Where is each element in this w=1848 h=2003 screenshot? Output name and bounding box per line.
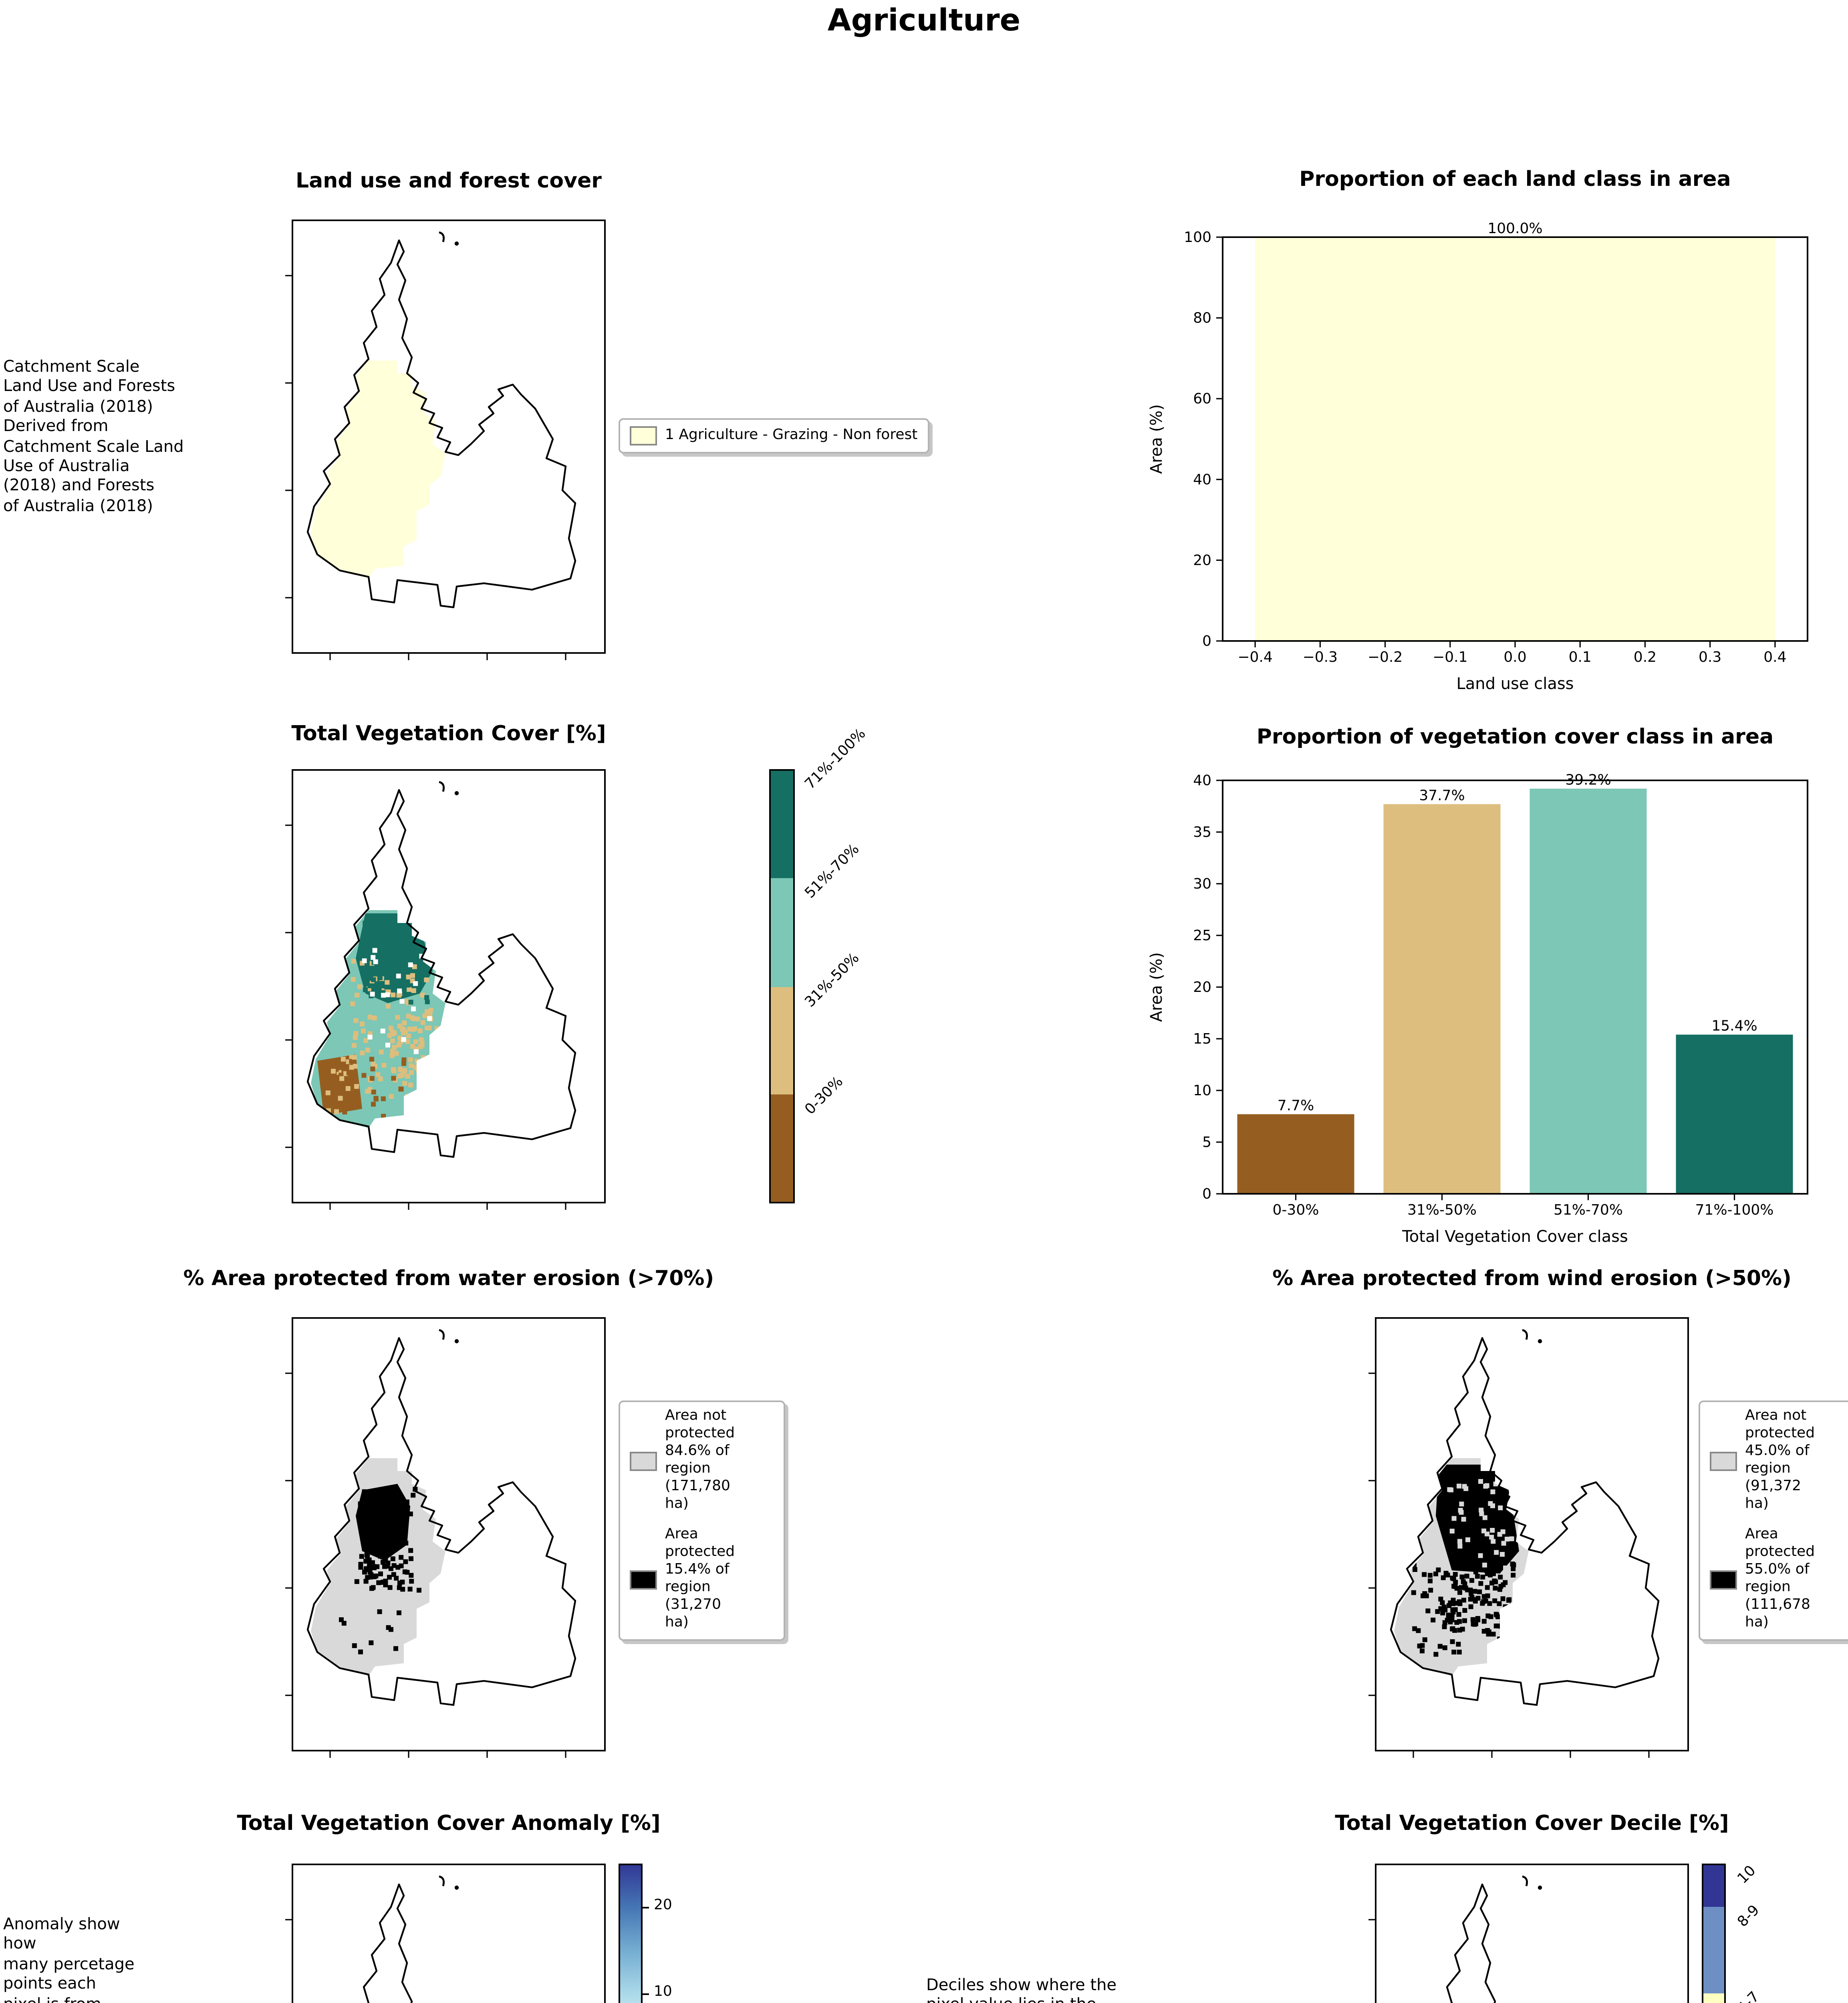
decile-map: [1368, 1864, 1689, 2003]
wind-erosion-map-title: % Area protected from wind erosion (>50%…: [1272, 1267, 1792, 1292]
anomaly-map: [285, 1864, 606, 2003]
anomaly-map-title: Total Vegetation Cover Anomaly [%]: [237, 1812, 661, 1836]
svg-text:0-30%: 0-30%: [1273, 1202, 1319, 1218]
svg-text:15.4%: 15.4%: [1711, 1018, 1757, 1034]
svg-text:10: 10: [1193, 1082, 1211, 1099]
svg-text:71%-100%: 71%-100%: [1695, 1202, 1774, 1218]
veg-cover-map: [285, 769, 606, 1210]
protected-label: Area protected 55.0% of region (111,678 …: [1745, 1527, 1815, 1631]
svg-text:−0.3: −0.3: [1303, 649, 1338, 665]
page-title: Agriculture: [827, 3, 1021, 38]
decile-map-title: Total Vegetation Cover Decile [%]: [1335, 1812, 1729, 1836]
not-protected-swatch: [630, 1451, 657, 1471]
anomaly-colorbar: 20100−10−20: [619, 1864, 672, 2003]
svg-text:40: 40: [1193, 772, 1211, 789]
veg-cover-map-title: Total Vegetation Cover [%]: [291, 723, 606, 747]
svg-text:−0.4: −0.4: [1237, 649, 1272, 665]
legend-entry: Area not protected 84.6% of region (171,…: [630, 1409, 774, 1514]
svg-text:7.7%: 7.7%: [1278, 1097, 1314, 1114]
svg-text:20: 20: [1193, 552, 1211, 568]
water-erosion-legend: Area not protected 84.6% of region (171,…: [619, 1400, 785, 1640]
svg-text:37.7%: 37.7%: [1419, 787, 1465, 804]
svg-text:40: 40: [1193, 472, 1211, 488]
svg-text:0.1: 0.1: [1569, 649, 1592, 665]
svg-text:30: 30: [1193, 876, 1211, 892]
svg-text:Area (%): Area (%): [1147, 404, 1166, 474]
not-protected-swatch: [1710, 1451, 1737, 1471]
legend-entry: Area protected 55.0% of region (111,678 …: [1710, 1527, 1848, 1632]
svg-text:80: 80: [1193, 310, 1211, 326]
svg-text:60: 60: [1193, 391, 1211, 407]
svg-text:20: 20: [1193, 979, 1211, 995]
land-use-legend-swatch: [630, 426, 657, 445]
not-protected-label: Area not protected 84.6% of region (171,…: [665, 1409, 735, 1513]
not-protected-label: Area not protected 45.0% of region (91,3…: [1745, 1409, 1815, 1513]
veg-cover-colorbar: 71%-100% 51%-70% 31%-50% 0-30%: [769, 726, 870, 1203]
svg-text:0: 0: [1202, 633, 1211, 649]
water-erosion-map-title: % Area protected from water erosion (>70…: [183, 1267, 714, 1292]
land-use-legend-label: 1 Agriculture - Grazing - Non forest: [665, 428, 918, 444]
legend-entry: Area protected 15.4% of region (31,270 h…: [630, 1527, 774, 1632]
svg-text:100.0%: 100.0%: [1487, 220, 1542, 237]
decile-colorbar: 108-94-72-31: [1702, 1864, 1763, 2003]
protected-label: Area protected 15.4% of region (31,270 h…: [665, 1527, 735, 1631]
protected-swatch: [1710, 1570, 1737, 1589]
svg-text:Land use class: Land use class: [1456, 675, 1574, 693]
land-use-legend: 1 Agriculture - Grazing - Non forest: [619, 418, 929, 453]
svg-text:0.4: 0.4: [1763, 649, 1786, 665]
anomaly-note: Anomaly show how many percetage points e…: [3, 1916, 135, 2003]
svg-text:−0.2: −0.2: [1368, 649, 1403, 665]
svg-text:0: 0: [1202, 1186, 1211, 1202]
land-class-chart-title: Proportion of each land class in area: [1299, 168, 1731, 192]
svg-text:Area (%): Area (%): [1147, 952, 1166, 1022]
legend-entry: Area not protected 45.0% of region (91,3…: [1710, 1409, 1848, 1514]
wind-erosion-legend: Area not protected 45.0% of region (91,3…: [1699, 1400, 1848, 1640]
svg-text:0.3: 0.3: [1699, 649, 1721, 665]
land-use-map-title: Land use and forest cover: [296, 170, 602, 194]
water-erosion-map: [285, 1317, 606, 1758]
svg-text:51%-70%: 51%-70%: [1554, 1202, 1623, 1218]
wind-erosion-map: [1368, 1317, 1689, 1758]
svg-text:25: 25: [1193, 927, 1211, 944]
veg-class-chart: 7.7%0-30%37.7%31%-50%39.2%51%-70%15.4%71…: [1147, 772, 1808, 1246]
svg-text:31%-50%: 31%-50%: [1407, 1202, 1477, 1218]
protected-swatch: [630, 1570, 657, 1589]
land-class-chart: 100.0% −0.4 −0.3 −0.2 −0.1 0.0 0.1 0.2 0.3 0.4 0 20…: [1147, 220, 1808, 693]
svg-text:100: 100: [1184, 229, 1211, 246]
decile-note: Deciles show where the pixel value lies …: [926, 1977, 1117, 2003]
veg-class-chart-title: Proportion of vegetation cover class in …: [1256, 726, 1774, 750]
svg-text:0.0: 0.0: [1503, 649, 1526, 665]
svg-text:−0.1: −0.1: [1433, 649, 1467, 665]
svg-text:5: 5: [1202, 1134, 1211, 1151]
svg-text:0.2: 0.2: [1634, 649, 1657, 665]
svg-text:35: 35: [1193, 824, 1211, 840]
svg-text:15: 15: [1193, 1031, 1211, 1047]
svg-text:Total Vegetation Cover class: Total Vegetation Cover class: [1402, 1227, 1628, 1246]
land-use-map: [285, 220, 606, 660]
land-use-source-note: Catchment Scale Land Use and Forests of …: [3, 359, 184, 516]
